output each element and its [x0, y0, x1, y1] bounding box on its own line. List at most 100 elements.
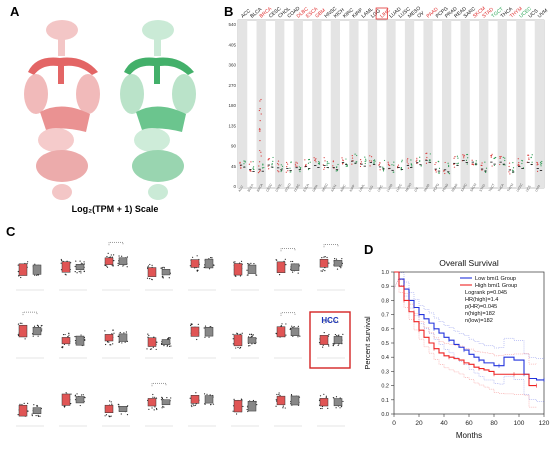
tumor-point [276, 259, 278, 261]
pan-cancer-expression-plot: ACCACCBLCABLCABRCABRCACESCCESCCHOLCHOLCO… [228, 5, 549, 193]
y-tick-label: 360 [228, 63, 236, 68]
sample-point [272, 156, 274, 159]
sample-point [315, 161, 317, 163]
boxplot-cell [274, 312, 302, 359]
sample-point [373, 162, 375, 165]
body-maps [24, 20, 196, 200]
normal-point [210, 256, 212, 259]
tumor-point [278, 393, 280, 396]
tumor-point [108, 415, 110, 417]
normal-point [83, 270, 85, 272]
sample-point [481, 162, 483, 164]
sample-point [425, 162, 428, 164]
sample-point [504, 164, 506, 166]
band-prad [442, 20, 452, 188]
sample-point [463, 154, 465, 156]
tumor-point [109, 416, 111, 418]
tumor-point [106, 255, 108, 258]
tumor-point [27, 261, 29, 263]
normal-point [84, 339, 86, 341]
tumor-point [189, 397, 191, 399]
y-tick-label: 90 [231, 144, 237, 149]
tumor-point [191, 405, 193, 408]
panel-c: C HCC [0, 224, 360, 447]
sample-point [536, 161, 538, 164]
normal-point [36, 405, 38, 407]
normal-point [248, 263, 250, 265]
outlier-point [259, 140, 261, 142]
tumor-point [113, 332, 115, 334]
panel-d-letter: D [364, 242, 374, 257]
tumor-point [21, 322, 23, 325]
intestine-normal [132, 150, 184, 182]
sample-label-chol: CHOL [274, 183, 282, 193]
lung-left-tumor [24, 74, 48, 114]
outlier-point [259, 120, 261, 122]
sample-point [318, 162, 320, 164]
y-tick-label: 45 [231, 164, 237, 169]
panel-a: A Log₂(TPM + 1) Scale [0, 0, 220, 225]
tumor-box [276, 326, 286, 338]
tumor-point [242, 405, 244, 408]
tumor-point [147, 333, 149, 335]
boxplot-cell [145, 333, 173, 359]
normal-point [80, 272, 82, 274]
normal-point [35, 414, 37, 417]
hcc-label: HCC [321, 316, 339, 325]
sample-point [382, 170, 385, 172]
normal-point [334, 258, 336, 260]
x-tick-label: 60 [465, 420, 473, 427]
normal-point [204, 325, 207, 327]
normal-point [297, 325, 299, 327]
tumor-point [152, 393, 154, 396]
normal-point [332, 344, 335, 346]
sample-label-thca: THCA [497, 182, 505, 192]
cancer-label-ov: OV [416, 10, 426, 20]
boxplot-cell [102, 400, 130, 427]
normal-box [32, 327, 42, 336]
tumor-box [18, 263, 28, 276]
sample-label-pcpg: PCPG [432, 182, 440, 192]
sample-point [435, 162, 437, 164]
sample-point [465, 159, 468, 161]
sample-point [530, 156, 532, 158]
normal-point [206, 393, 208, 395]
tumor-point [234, 261, 236, 263]
normal-point [118, 255, 120, 257]
normal-point [34, 263, 36, 265]
sample-point [537, 163, 539, 165]
normal-point [297, 336, 299, 338]
sample-label-ucec: UCEC [516, 182, 524, 192]
sample-point [373, 161, 375, 163]
normal-point [341, 258, 343, 260]
tumor-point [236, 332, 238, 334]
sample-point [512, 170, 514, 172]
sample-point [407, 163, 409, 165]
normal-point [83, 261, 85, 263]
sample-point [379, 169, 381, 171]
sample-point [536, 170, 539, 173]
normal-point [161, 407, 163, 409]
cancer-label-ucs: UCS [528, 8, 540, 20]
tumor-box [233, 334, 243, 347]
sample-point [512, 162, 514, 164]
band-paad [423, 20, 433, 188]
sample-point [438, 161, 440, 163]
tumor-body-map [24, 20, 100, 200]
tumor-point [328, 333, 330, 336]
sample-point [332, 165, 334, 167]
tumor-point [321, 270, 323, 272]
tumor-point [281, 323, 283, 325]
normal-point [160, 267, 162, 269]
sample-point [453, 166, 456, 168]
band-thca [497, 20, 507, 188]
sample-point [289, 167, 291, 169]
sample-point [262, 167, 264, 169]
outlier-point [259, 130, 261, 132]
sample-point [277, 170, 279, 172]
sample-point [286, 165, 288, 168]
sample-label-ov: OV [414, 186, 420, 193]
outlier-point [260, 113, 262, 115]
sample-point [382, 169, 385, 171]
tumor-box [276, 395, 286, 406]
